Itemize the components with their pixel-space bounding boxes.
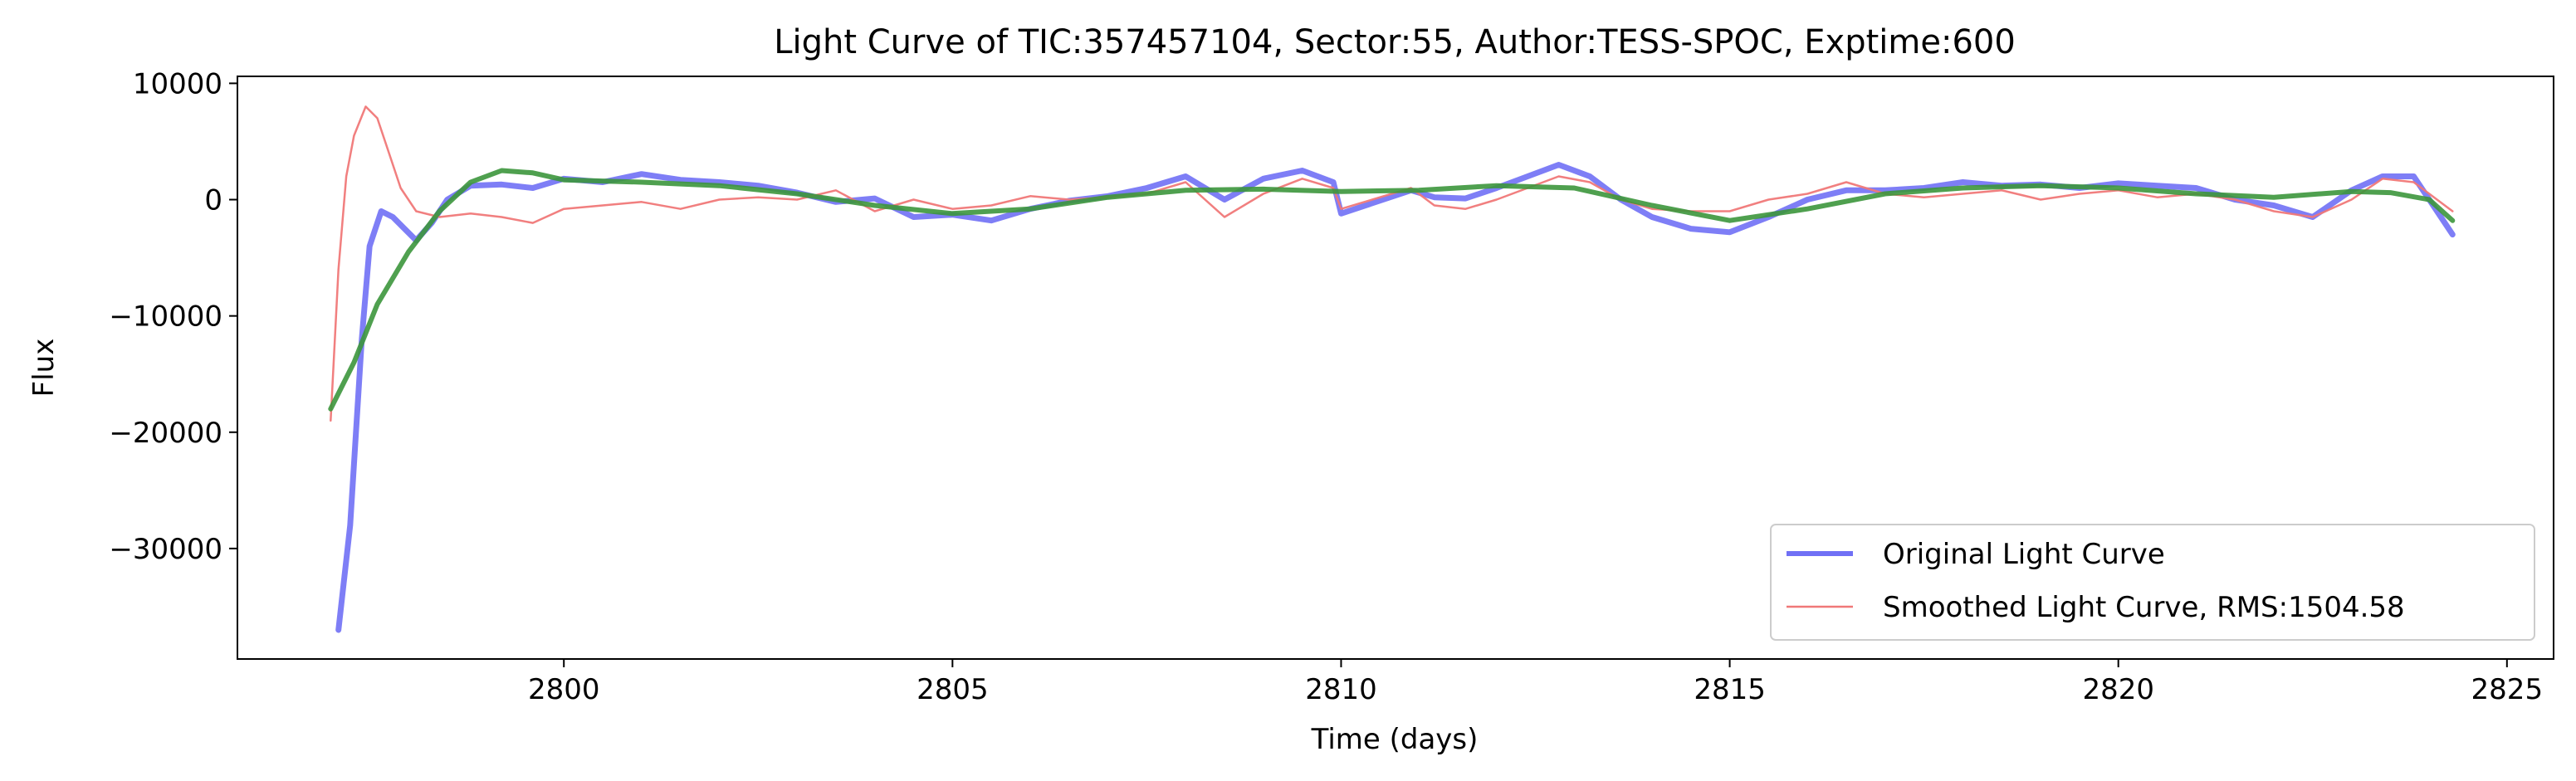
x-tick-label: 2800: [528, 673, 600, 706]
y-tick-label: −10000: [109, 300, 222, 334]
y-tick-label: −30000: [109, 533, 222, 566]
legend: Original Light Curve Smoothed Light Curv…: [1770, 524, 2535, 641]
x-tick-label: 2810: [1305, 673, 1377, 706]
chart-title: Light Curve of TIC:357457104, Sector:55,…: [774, 23, 2016, 61]
legend-box: [1770, 524, 2535, 641]
legend-label-smoothed: Smoothed Light Curve, RMS:1504.58: [1883, 591, 2405, 624]
y-tick-label: −20000: [109, 417, 222, 450]
x-axis: 2800 2805 2810 2815 2820 2825: [528, 659, 2543, 706]
smoothed-light-curve-line: [330, 105, 2454, 422]
y-axis: 10000 0 −10000 −20000 −30000: [109, 67, 237, 566]
y-tick-label: 0: [204, 184, 222, 217]
y-axis-label: Flux: [27, 339, 61, 398]
plot-frame: [237, 76, 2554, 660]
x-tick-label: 2825: [2471, 673, 2544, 706]
x-axis-label: Time (days): [1311, 723, 1479, 756]
x-tick-label: 2805: [917, 673, 989, 706]
trend-fit-line: [328, 168, 2456, 412]
x-tick-label: 2820: [2082, 673, 2154, 706]
legend-label-original: Original Light Curve: [1883, 538, 2165, 571]
series-layer: [328, 105, 2456, 633]
x-tick-label: 2815: [1694, 673, 1766, 706]
y-tick-label: 10000: [133, 67, 222, 100]
